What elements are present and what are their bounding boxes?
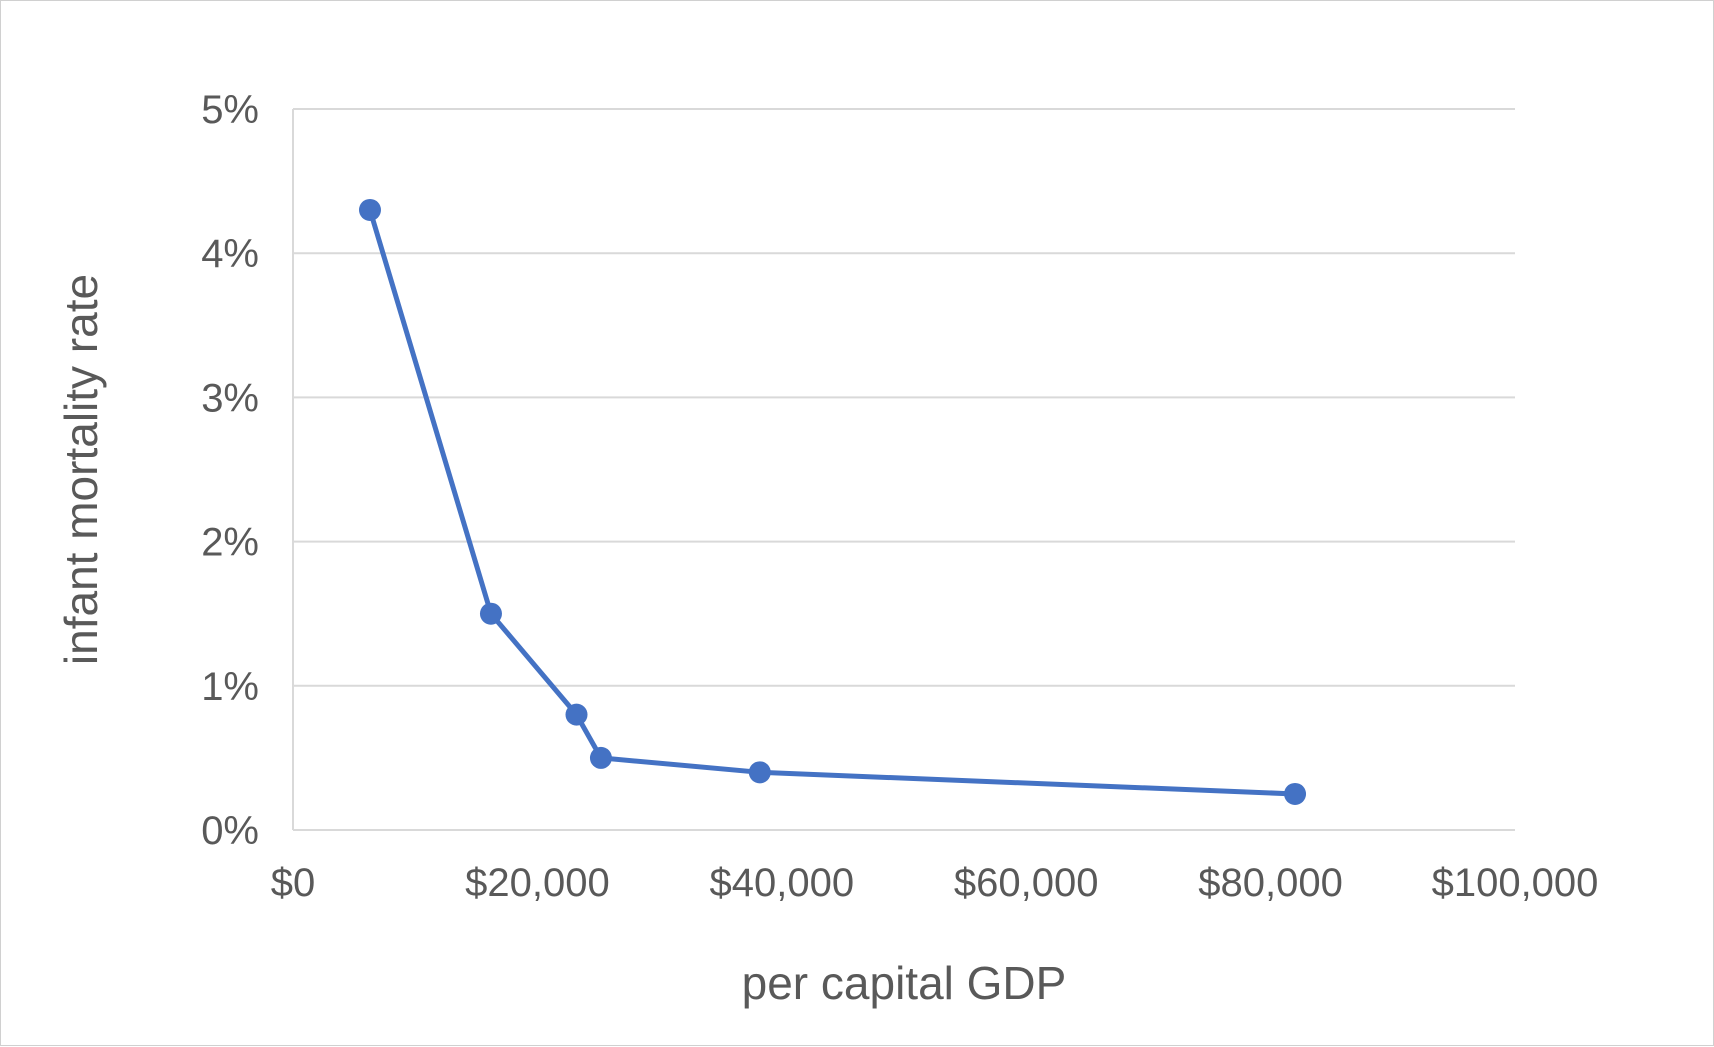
x-tick-label: $40,000 — [710, 861, 855, 905]
x-tick-label: $60,000 — [954, 861, 1099, 905]
y-axis-title: infant mortality rate — [55, 274, 107, 665]
data-point — [748, 761, 771, 784]
y-tick-label: 0% — [201, 809, 259, 853]
tick-labels: 0% 1% 2% 3% 4% 5% $0 $20,000 $40,000 $60,000 $80,0… — [201, 88, 1598, 905]
data-point — [589, 746, 612, 769]
data-point — [1284, 782, 1307, 805]
x-tick-label: $20,000 — [465, 861, 610, 905]
data-series — [358, 198, 1307, 805]
x-tick-label: $0 — [271, 861, 316, 905]
gridlines — [293, 108, 1515, 687]
data-point — [358, 198, 381, 221]
x-tick-label: $80,000 — [1198, 861, 1343, 905]
axes — [292, 109, 1515, 831]
x-tick-label: $100,000 — [1432, 861, 1599, 905]
data-point — [565, 703, 588, 726]
series-line — [367, 207, 1298, 797]
x-axis-title: per capital GDP — [742, 957, 1067, 1009]
y-tick-label: 2% — [201, 521, 259, 565]
data-point — [479, 602, 502, 625]
y-tick-label: 3% — [201, 376, 259, 420]
y-tick-label: 5% — [201, 88, 259, 132]
y-tick-label: 4% — [201, 232, 259, 276]
y-tick-label: 1% — [201, 665, 259, 709]
